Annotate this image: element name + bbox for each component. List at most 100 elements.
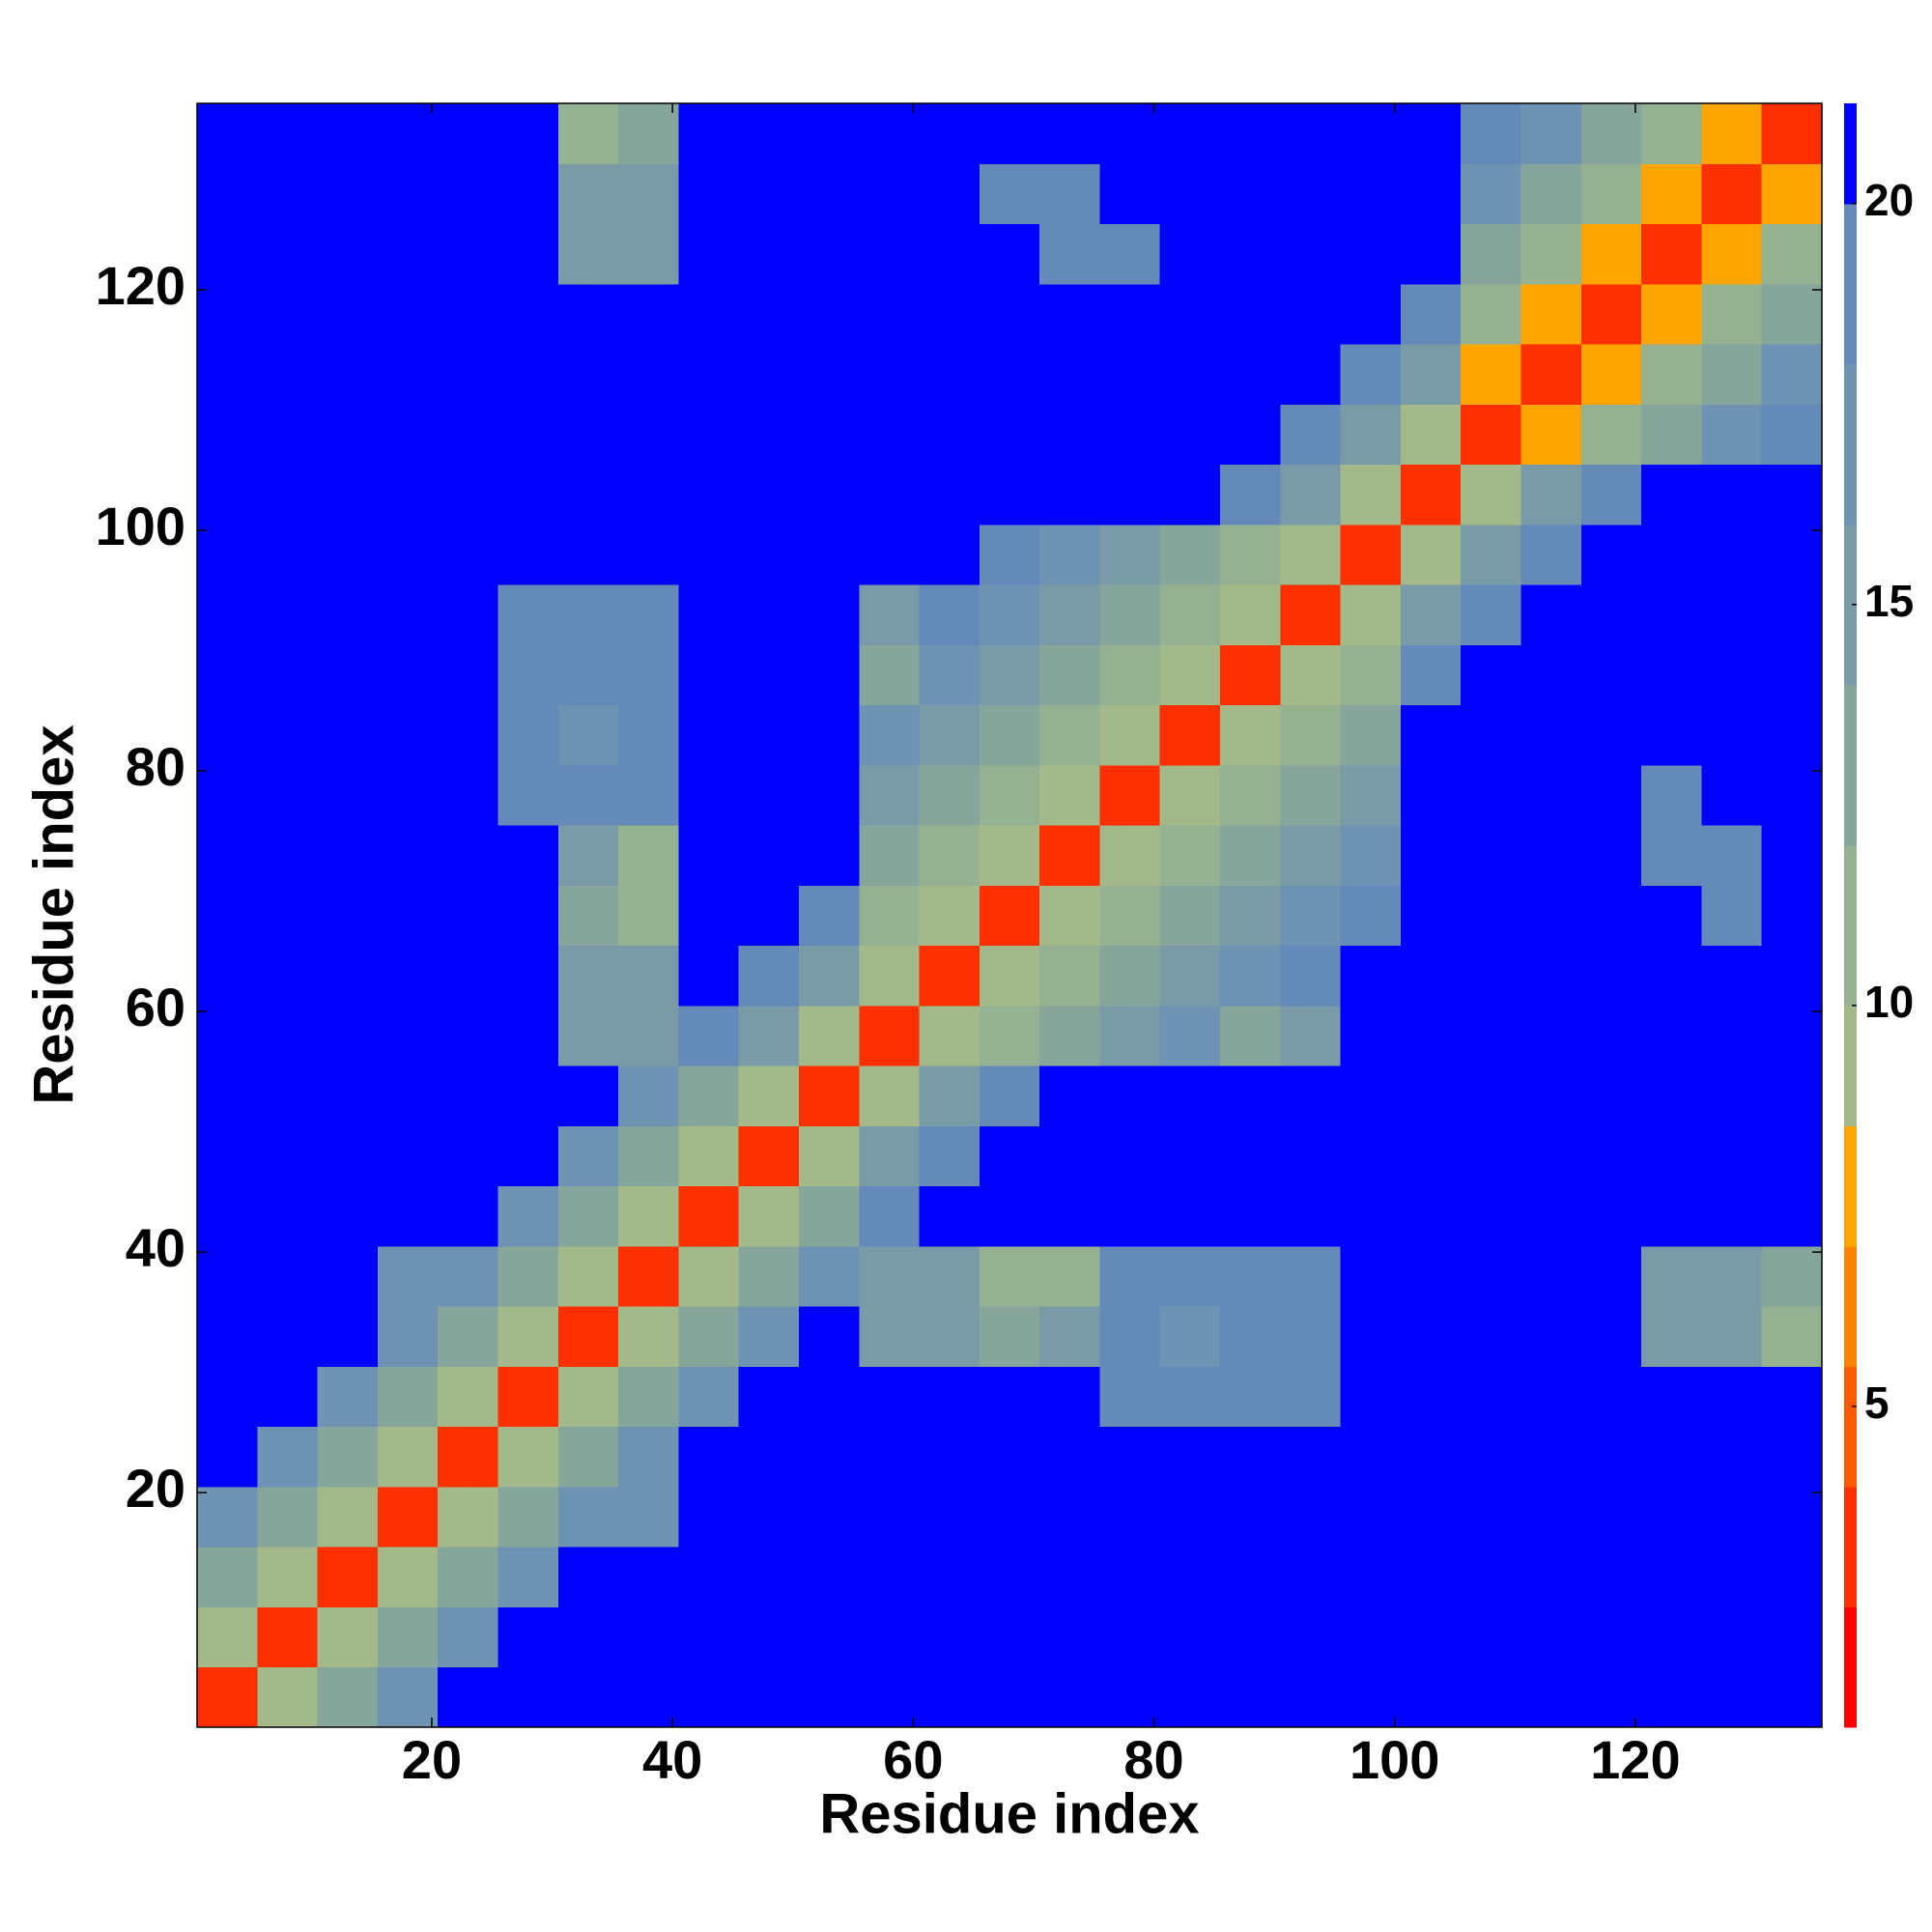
colorbar-segment [1844,684,1857,846]
heatmap-cell [438,825,498,886]
heatmap-cell [1701,704,1763,766]
heatmap-cell [919,223,980,285]
heatmap-cell [1761,1005,1823,1066]
heatmap-cell [798,1547,860,1607]
heatmap-cell [377,1606,439,1668]
heatmap-cell [1461,1426,1522,1488]
heatmap-cell [1461,344,1522,405]
colorbar-tick-label: 10 [1864,977,1914,1027]
heatmap-cell [1761,885,1823,947]
heatmap-cell [1280,764,1342,826]
heatmap-cell [1701,584,1763,645]
heatmap-cell [678,1486,740,1548]
heatmap-cell [1641,223,1702,285]
heatmap-cell [1701,1486,1763,1548]
heatmap-cell [438,945,498,1007]
heatmap-cell [678,1547,740,1607]
heatmap-cell [979,1366,1040,1428]
heatmap-cell [257,404,319,466]
heatmap-cell [1039,1306,1100,1367]
heatmap-cell [257,344,319,405]
heatmap-cell [1400,103,1462,164]
heatmap-cell [1099,1486,1161,1548]
heatmap-cell [1520,764,1582,826]
heatmap-cell [1340,1306,1402,1367]
heatmap-cell [1099,344,1161,405]
heatmap-cell [1099,1426,1161,1488]
heatmap-cell [919,163,980,225]
heatmap-cell [798,584,860,645]
heatmap-cell [678,1065,740,1126]
heatmap-cell [1461,464,1522,526]
heatmap-cell [317,1426,379,1488]
heatmap-cell [1039,885,1100,947]
heatmap-cell [1039,1547,1100,1607]
heatmap-cell [678,764,740,826]
heatmap-cell [1461,163,1522,225]
heatmap-cell [1580,1486,1642,1548]
heatmap-cell [798,1185,860,1247]
heatmap-cell [798,945,860,1007]
heatmap-cell [438,1486,498,1548]
heatmap-cell [1280,1486,1342,1548]
heatmap-cell [1099,524,1161,585]
heatmap-cell [1159,524,1221,585]
heatmap-cell [1280,223,1342,285]
heatmap-cell [919,885,980,947]
heatmap-cell [1580,464,1642,526]
heatmap-cell [618,524,679,585]
heatmap-cell [557,163,619,225]
heatmap-cell [1461,1666,1522,1728]
heatmap-cell [1701,283,1763,345]
heatmap-cell [919,1065,980,1126]
heatmap-cell [557,945,619,1007]
heatmap-cell [678,1005,740,1066]
heatmap-cell [257,103,319,164]
colorbar-segment [1844,524,1857,686]
x-tick-label: 80 [1123,1729,1183,1790]
heatmap-cell [1520,1606,1582,1668]
heatmap-cell [557,404,619,466]
heatmap-cell [1099,1065,1161,1126]
heatmap-cell [1099,885,1161,947]
heatmap-cell [1580,103,1642,164]
heatmap-cell [1641,1185,1702,1247]
heatmap-cell [798,644,860,706]
heatmap-cell [197,825,258,886]
heatmap-cell [1280,1306,1342,1367]
heatmap-cell [197,1005,258,1066]
heatmap-cell [1761,1065,1823,1126]
heatmap-cell [1220,1125,1281,1187]
heatmap-cell [1761,704,1823,766]
heatmap-cell [317,344,379,405]
heatmap-cell [678,524,740,585]
heatmap-cell [859,1606,921,1668]
heatmap-cell [1701,1426,1763,1488]
heatmap-cell [438,1065,498,1126]
heatmap-cell [1039,404,1100,466]
heatmap-cell [1580,1306,1642,1367]
colorbar-segment [1844,1366,1857,1488]
heatmap-cell [678,103,740,164]
heatmap-cell [377,1547,439,1607]
heatmap-cell [1641,1125,1702,1187]
heatmap-cell [1280,1426,1342,1488]
heatmap-cell [1220,1245,1281,1307]
heatmap-cell [678,1245,740,1307]
heatmap-cell [859,764,921,826]
heatmap-cell [197,1125,258,1187]
heatmap-cell [257,584,319,645]
heatmap-cell [979,1005,1040,1066]
heatmap-cell [1159,584,1221,645]
heatmap-cell [497,1185,559,1247]
heatmap-cell [497,945,559,1007]
heatmap-cell [1220,404,1281,466]
heatmap-cell [257,945,319,1007]
heatmap-cell [1701,1666,1763,1728]
heatmap-cell [377,1306,439,1367]
heatmap-cell [1761,163,1823,225]
heatmap-cell [919,1366,980,1428]
heatmap-cell [1520,103,1582,164]
y-tick-label: 40 [126,1217,185,1278]
